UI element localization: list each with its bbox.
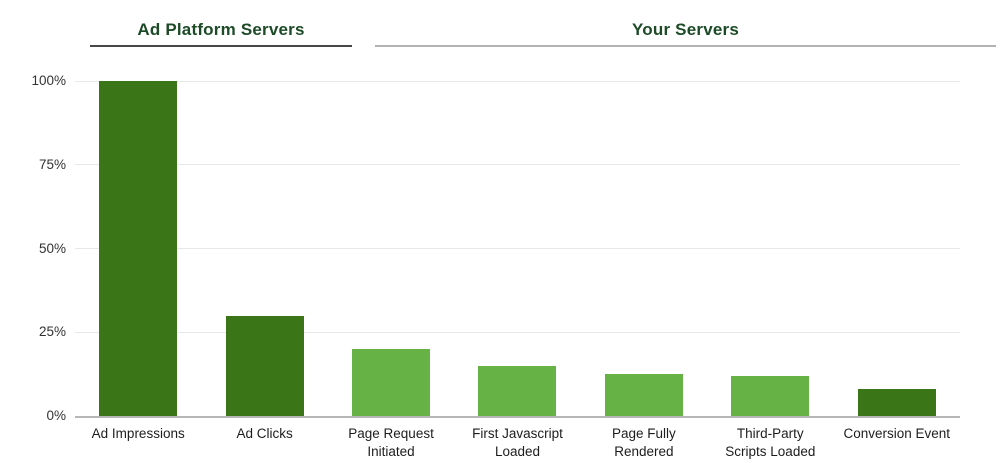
gridline-100 — [75, 80, 960, 82]
bar-ad-impressions — [99, 81, 178, 416]
group-header-your-servers: Your Servers — [375, 20, 996, 47]
bar-page-fully — [604, 374, 683, 416]
x-axis-label-ad-impressions: Ad Impressions — [91, 426, 185, 441]
group-title: Ad Platform Servers — [137, 20, 305, 39]
bar-conversion-event — [857, 389, 936, 416]
gridline-75 — [75, 164, 960, 166]
group-underline — [90, 45, 352, 47]
x-axis-label-page-request: Page Request Initiated — [348, 426, 434, 459]
x-axis-label-ad-clicks: Ad Clicks — [236, 426, 293, 441]
group-underline — [375, 45, 996, 47]
y-tick-label-50: 50% — [38, 240, 66, 256]
y-tick-label-100: 100% — [31, 73, 66, 88]
y-tick-label-25: 25% — [38, 324, 66, 340]
gridline-25 — [75, 331, 960, 333]
x-axis-line — [75, 416, 960, 418]
column-ad-clicks: Ad Clicks — [201, 81, 327, 441]
bar-third-party — [731, 375, 810, 416]
column-page-fully: Page Fully Rendered — [581, 81, 707, 459]
bar-ad-clicks — [225, 315, 304, 416]
y-tick-label-75: 75% — [38, 156, 66, 172]
x-axis-label-first-javascript: First Javascript Loaded — [472, 426, 563, 459]
group-title: Your Servers — [632, 20, 739, 39]
gridline-50 — [75, 248, 960, 249]
x-axis-label-conversion-event: Conversion Event — [843, 426, 951, 441]
group-header-ad-platform-servers: Ad Platform Servers — [90, 20, 352, 47]
y-tick-label-0: 0% — [46, 408, 66, 423]
x-axis-label-third-party: Third-Party Scripts Loaded — [725, 426, 816, 459]
bar-page-request — [352, 349, 431, 416]
column-ad-impressions: Ad Impressions — [75, 81, 201, 441]
column-conversion-event: Conversion Event — [834, 81, 960, 441]
plot-area: Ad Impressions Ad Clicks Page Request Init… — [75, 80, 960, 459]
column-first-javascript: First Javascript Loaded — [454, 81, 580, 459]
x-axis-label-page-fully: Page Fully Rendered — [611, 426, 676, 459]
column-page-request: Page Request Initiated — [328, 81, 454, 459]
bar-columns: Ad Impressions Ad Clicks Page Request Init… — [75, 81, 960, 459]
column-third-party: Third-Party Scripts Loaded — [707, 81, 833, 459]
bar-first-javascript — [478, 365, 557, 416]
